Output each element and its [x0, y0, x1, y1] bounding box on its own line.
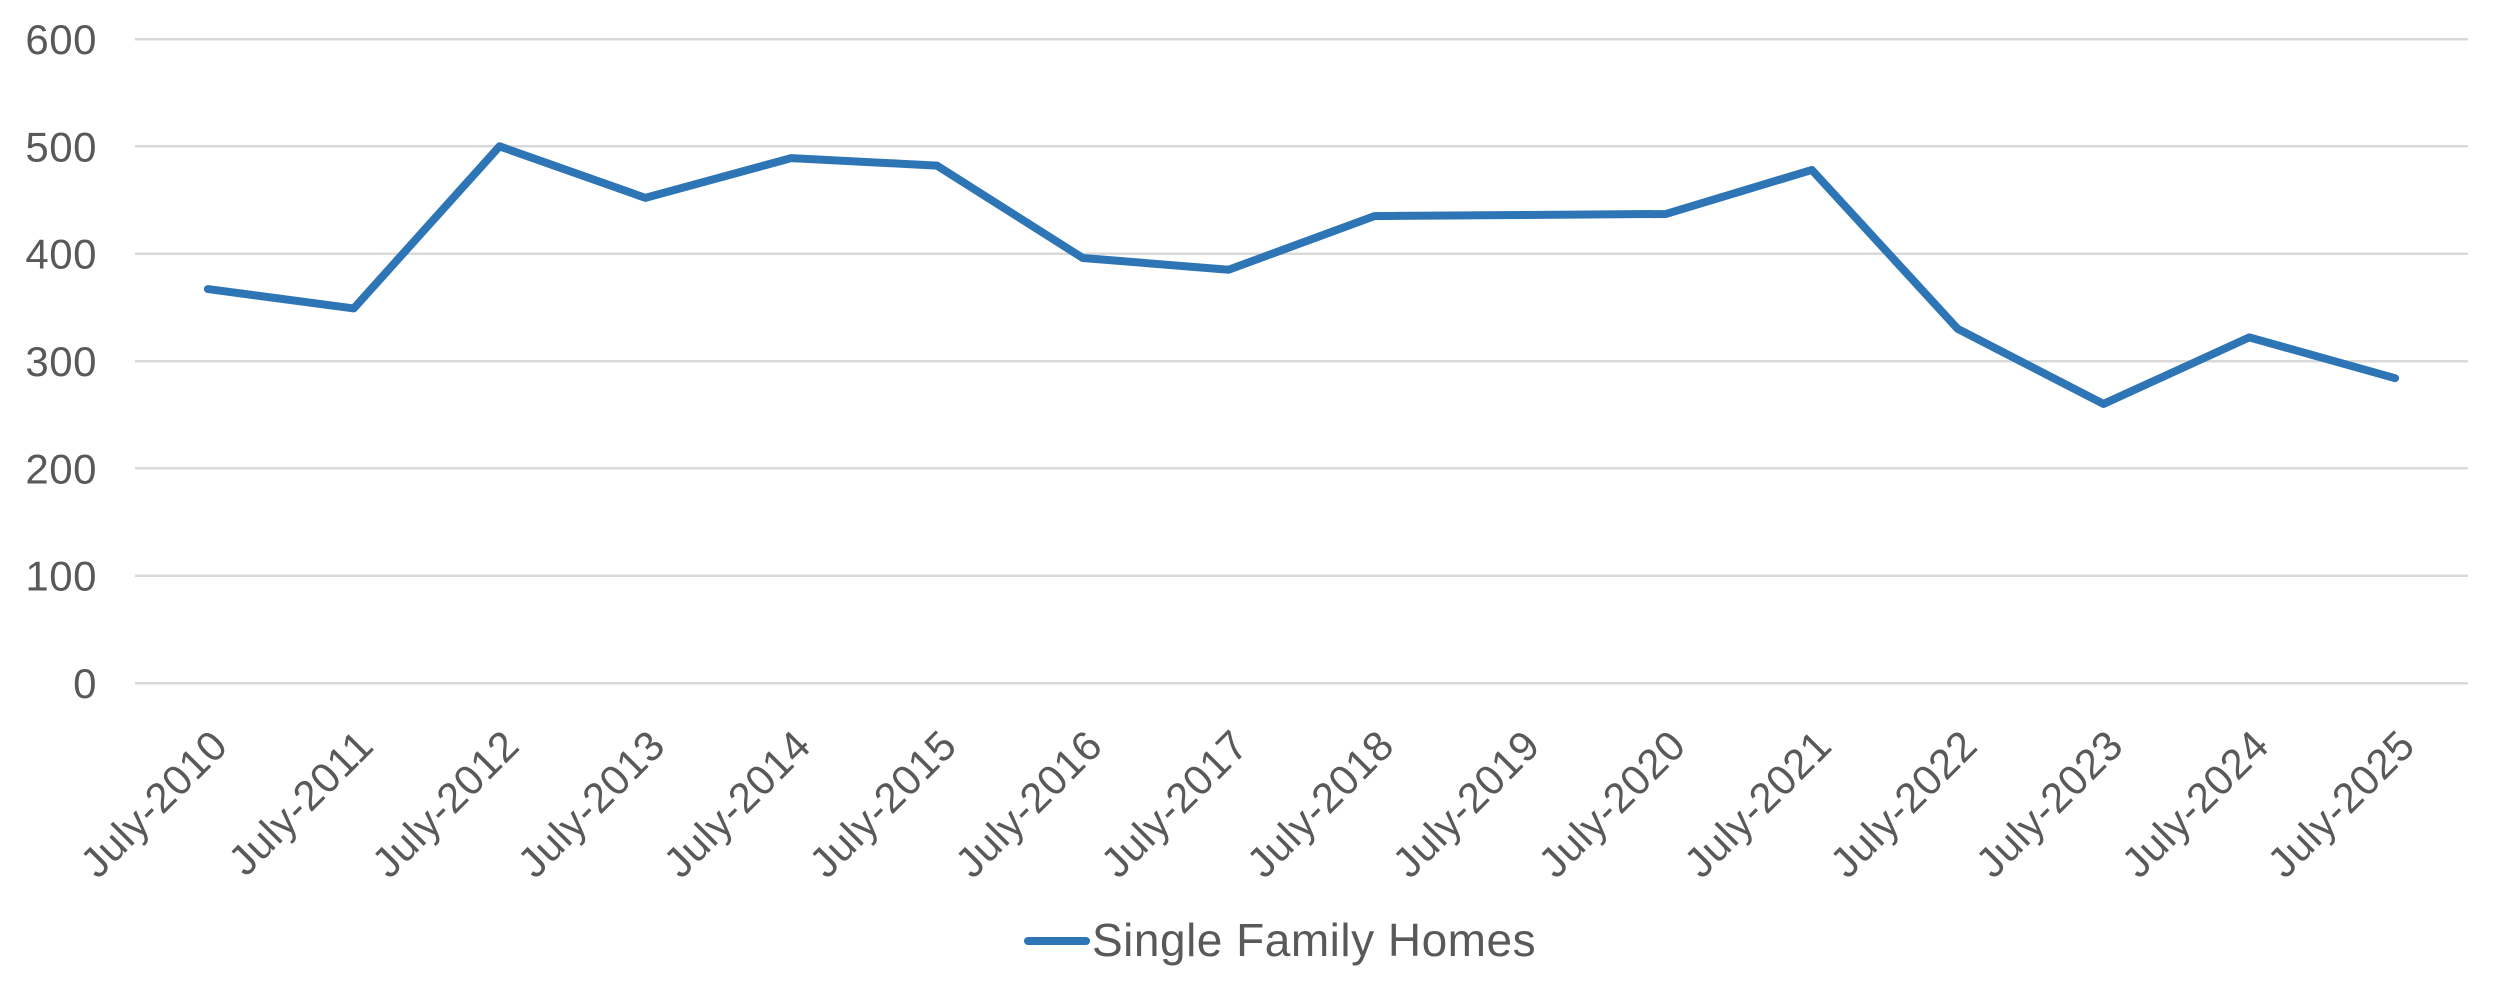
y-axis-tick-label: 600	[25, 16, 97, 63]
x-axis-label: July-2025	[2258, 721, 2423, 886]
x-axis-label: July-2018	[1238, 721, 1403, 886]
x-axis-label: July-2014	[654, 721, 819, 886]
x-axis-label: July-2021	[1675, 721, 1840, 886]
x-axis-label: July-2019	[1383, 721, 1548, 886]
x-axis-label: July-2022	[1821, 721, 1986, 886]
x-axis-labels: July-2010July-2011July-2012July-2013July…	[71, 721, 2423, 886]
y-axis-tick-label: 400	[25, 231, 97, 278]
x-axis-label: July-2017	[1092, 721, 1257, 886]
legend[interactable]: Single Family Homes	[1024, 914, 1536, 966]
gridlines-layer	[135, 37, 2468, 685]
y-axis-tick-label: 200	[25, 445, 97, 492]
x-axis-label: July-2013	[509, 721, 674, 886]
x-axis-label: July-2012	[363, 721, 528, 886]
y-axis-tick-label: 0	[73, 660, 97, 707]
x-axis-label: July-2011	[219, 721, 382, 884]
x-axis-label: July-2024	[2112, 721, 2277, 886]
legend-label: Single Family Homes	[1092, 914, 1536, 966]
x-axis-label: July-2016	[946, 721, 1111, 886]
x-axis-label: July-2010	[71, 721, 236, 886]
y-axis-tick-label: 300	[25, 338, 97, 385]
x-axis-label: July-2020	[1529, 721, 1694, 886]
series-line-single-family-homes[interactable]	[203, 142, 2400, 408]
y-axis-tick-label: 100	[25, 553, 97, 600]
y-axis-tick-labels: 0 100 200 300 400 500 600	[25, 16, 97, 707]
y-axis-tick-label: 500	[25, 123, 97, 170]
x-axis-label: July-2015	[800, 721, 965, 886]
x-axis-label: July-2023	[1967, 721, 2132, 886]
